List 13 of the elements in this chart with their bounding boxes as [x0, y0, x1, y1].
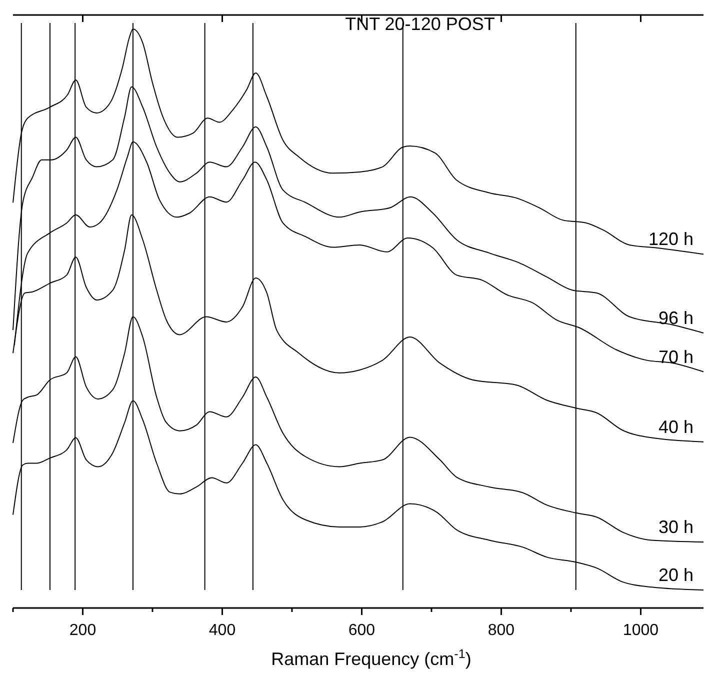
- series-label: 96 h: [658, 308, 694, 328]
- x-tick-label: 800: [488, 622, 515, 639]
- series-label: 120 h: [648, 229, 694, 250]
- series-label: 20 h: [658, 565, 694, 586]
- x-tick-label: 1000: [622, 622, 659, 639]
- x-tick-label: 200: [69, 622, 96, 639]
- x-axis-title: Raman Frequency (cm$^{-1}$): [271, 647, 472, 669]
- series-label: 70 h: [658, 346, 694, 367]
- chart-title: TNT 20-120 POST: [345, 14, 495, 34]
- series-label: 30 h: [658, 516, 694, 537]
- x-tick-label: 600: [348, 622, 376, 639]
- series-label: 40 h: [658, 416, 694, 437]
- x-tick-label: 400: [208, 622, 236, 639]
